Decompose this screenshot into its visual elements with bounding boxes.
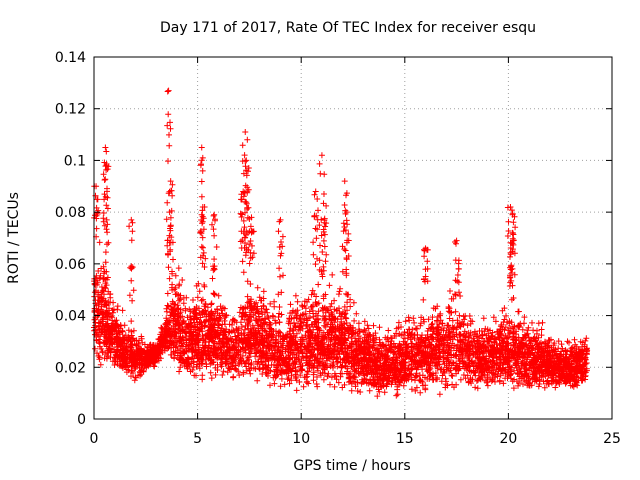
y-tick-label: 0 (77, 412, 86, 428)
peak-point (240, 188, 247, 195)
data-points (91, 87, 591, 400)
peak-point (507, 203, 514, 210)
peak-point (199, 154, 206, 161)
y-axis-label: ROTI / TECUs (6, 192, 22, 284)
y-tick-label: 0.14 (55, 50, 86, 66)
y-tick-label: 0.12 (55, 102, 86, 118)
axis-ticks (93, 56, 613, 420)
x-tick-label: 25 (603, 431, 621, 447)
y-tick-label: 0.1 (64, 153, 86, 169)
x-tick-label: 15 (396, 431, 414, 447)
peak-point (128, 216, 135, 223)
x-axis-label: GPS time / hours (293, 458, 410, 474)
peak-point (453, 237, 460, 244)
peak-point (198, 144, 205, 151)
tick-labels: 0 5 10 15 20 25 0 0.02 0.04 0.06 0.08 0.1 0.12 0.14 (55, 50, 621, 447)
peak-point (312, 188, 319, 195)
peak-point (102, 144, 109, 151)
peak-point (509, 229, 516, 236)
peak-point (509, 211, 516, 218)
chart-title: Day 171 of 2017, Rate Of TEC Index for r… (160, 20, 536, 36)
peak-point (165, 87, 172, 94)
peak-point (341, 178, 348, 185)
peak-point (343, 209, 350, 216)
x-tick-label: 20 (499, 431, 517, 447)
plot-frame (93, 56, 613, 420)
peak-point (318, 152, 325, 159)
y-tick-label: 0.08 (55, 205, 86, 221)
scatter-cloud (91, 88, 591, 400)
y-tick-label: 0.04 (55, 309, 86, 325)
peak-point (103, 162, 110, 169)
peak-point (320, 191, 327, 198)
peak-point (244, 136, 251, 143)
peak-point (248, 214, 255, 221)
y-tick-label: 0.06 (55, 257, 86, 273)
x-tick-label: 0 (90, 431, 99, 447)
peak-point (211, 211, 218, 218)
y-tick-label: 0.02 (55, 360, 86, 376)
x-tick-label: 5 (193, 431, 202, 447)
peak-point (167, 178, 174, 185)
peak-point (242, 128, 249, 135)
peak-point (277, 216, 284, 223)
peak-point (243, 157, 250, 164)
x-tick-label: 10 (292, 431, 310, 447)
peak-point (422, 245, 429, 252)
peak-point (166, 209, 173, 216)
